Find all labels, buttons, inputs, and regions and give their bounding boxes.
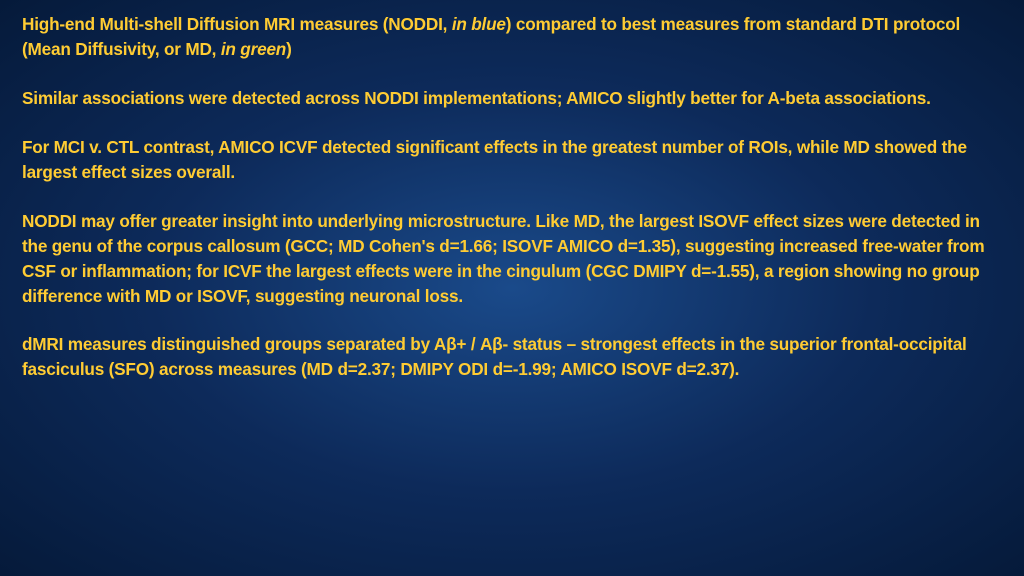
body-text: dMRI measures distinguished groups separ… <box>22 334 967 379</box>
body-text: High-end Multi-shell Diffusion MRI measu… <box>22 14 452 34</box>
paragraph-2: For MCI v. CTL contrast, AMICO ICVF dete… <box>22 135 1002 185</box>
paragraph-1: Similar associations were detected acros… <box>22 86 1002 111</box>
slide-body: High-end Multi-shell Diffusion MRI measu… <box>22 12 1002 382</box>
italic-text: in blue <box>452 14 506 34</box>
paragraph-3: NODDI may offer greater insight into und… <box>22 209 1002 309</box>
body-text: NODDI may offer greater insight into und… <box>22 211 984 306</box>
body-text: For MCI v. CTL contrast, AMICO ICVF dete… <box>22 137 967 182</box>
paragraph-0: High-end Multi-shell Diffusion MRI measu… <box>22 12 1002 62</box>
italic-text: in green <box>221 39 286 59</box>
body-text: ) <box>286 39 292 59</box>
body-text: Similar associations were detected acros… <box>22 88 931 108</box>
paragraph-4: dMRI measures distinguished groups separ… <box>22 332 1002 382</box>
